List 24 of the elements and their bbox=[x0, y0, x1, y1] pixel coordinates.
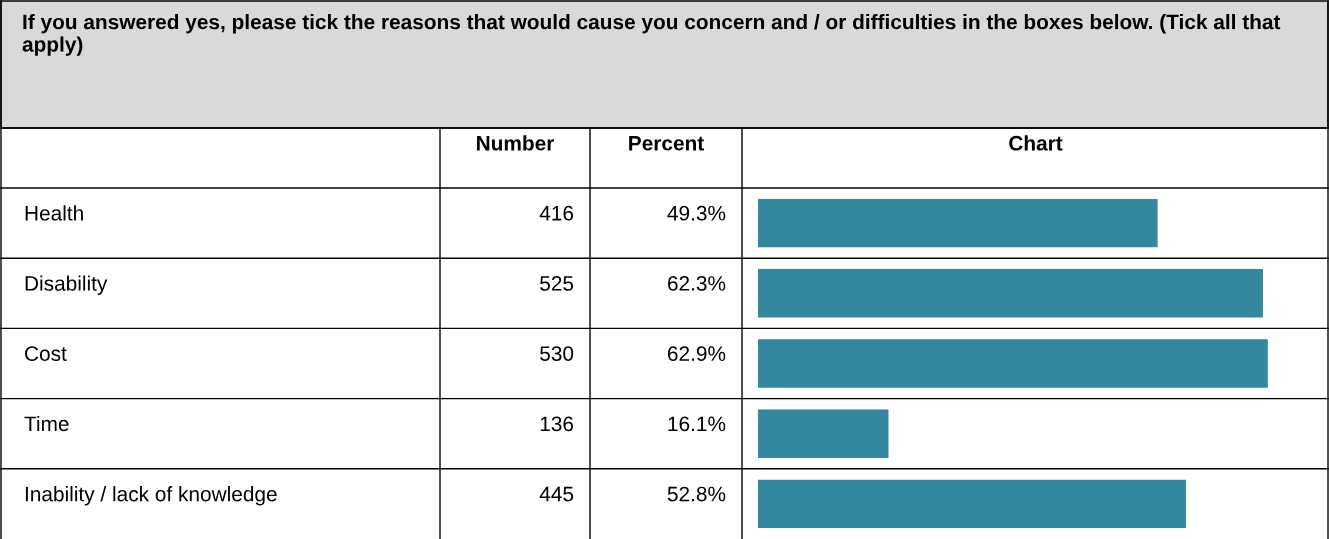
y-tick-label: Time bbox=[24, 415, 69, 432]
bar bbox=[758, 339, 1268, 388]
text: 530 bbox=[540, 346, 574, 361]
text: Number bbox=[477, 135, 555, 151]
bar bbox=[758, 479, 1186, 529]
data-label: 16.1% bbox=[668, 416, 726, 432]
bar bbox=[758, 269, 1263, 318]
data-label: 62.3% bbox=[667, 276, 726, 291]
chart-title: If you answered yes, please tick the reasons that would cause you concern and / or difficulties in the boxes below. (Tick all that apply) bbox=[22, 14, 1281, 56]
data-label: 49.3% bbox=[667, 205, 726, 221]
text: 445 bbox=[539, 486, 574, 502]
y-tick-label: Disability bbox=[25, 275, 108, 295]
text: 525 bbox=[540, 276, 574, 291]
text: 136 bbox=[540, 416, 574, 432]
bar bbox=[758, 198, 1158, 248]
y-tick-label: Health bbox=[25, 205, 83, 221]
bar bbox=[758, 409, 889, 458]
text: Chart bbox=[1009, 135, 1063, 151]
y-tick-label: Inability / lack of knowledge bbox=[25, 486, 277, 506]
y-tick-label: Cost bbox=[25, 346, 67, 361]
text: 416 bbox=[539, 205, 574, 221]
text: Percent bbox=[629, 136, 704, 151]
data-label: 52.8% bbox=[667, 486, 726, 502]
data-label: 62.9% bbox=[667, 346, 726, 361]
